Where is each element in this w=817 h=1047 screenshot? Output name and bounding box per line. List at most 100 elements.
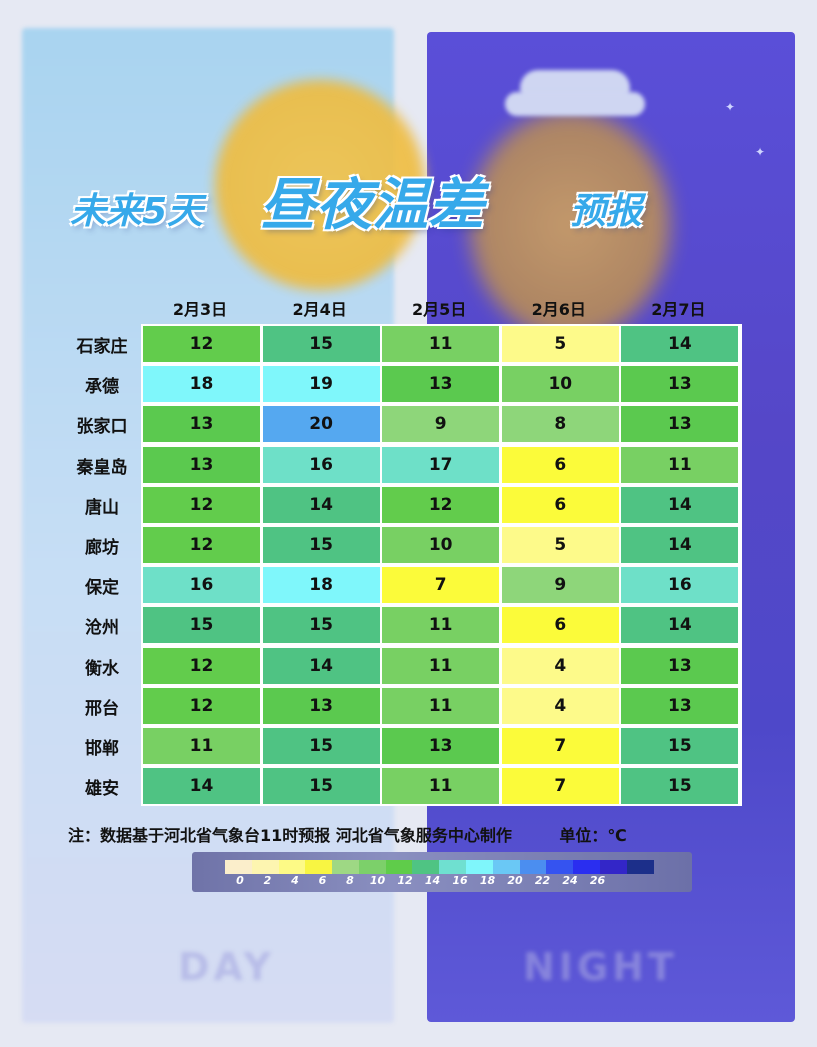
legend-label: 22 — [534, 874, 551, 887]
heatmap-cell: 11 — [382, 607, 500, 644]
row-header: 雄安 — [85, 779, 119, 800]
legend-label: 0 — [236, 874, 244, 887]
row-header: 保定 — [85, 578, 119, 599]
legend-label: 8 — [346, 874, 354, 887]
heatmap-cell: 14 — [262, 486, 380, 523]
row-header: 邢台 — [85, 698, 119, 719]
legend-swatch — [251, 860, 279, 874]
legend-label: 6 — [318, 874, 327, 887]
heatmap-cell: 15 — [262, 527, 380, 563]
legend-label: 2 — [263, 874, 272, 887]
heatmap-cell: 13 — [382, 366, 500, 403]
legend-swatch — [466, 860, 493, 874]
heatmap-cell: 14 — [143, 768, 260, 805]
heatmap-cell: 11 — [382, 687, 500, 724]
heatmap-cell: 17 — [382, 446, 500, 483]
heatmap-cell: 11 — [382, 326, 500, 362]
heatmap-cell: 12 — [382, 486, 500, 523]
heatmap-cell: 18 — [143, 366, 260, 403]
star-icon: ✦ — [725, 100, 736, 114]
heatmap-cell: 11 — [621, 446, 739, 483]
heatmap-cell: 12 — [143, 687, 260, 724]
legend-swatch — [492, 860, 520, 874]
heatmap-cell: 10 — [501, 366, 619, 403]
heatmap-cell: 19 — [262, 366, 380, 403]
row-header: 唐山 — [85, 497, 119, 518]
heatmap-cell: 4 — [501, 687, 619, 724]
heatmap-cell: 13 — [621, 687, 739, 724]
color-legend: 0 2 4 6 8 10 12 14 16 18 20 22 24 26 — [192, 852, 692, 892]
heatmap-cell: 6 — [501, 607, 619, 644]
heatmap-cell: 18 — [262, 567, 380, 604]
heatmap-grid: 12 15 11 5 14 18 19 13 10 13 13 20 9 8 13 13 16 17 6 11 12 14… — [141, 324, 742, 806]
heatmap-cell: 15 — [621, 768, 739, 805]
legend-swatch — [439, 860, 467, 874]
legend-swatch — [358, 860, 386, 874]
legend-swatch — [332, 860, 359, 874]
heatmap-cell: 15 — [621, 728, 739, 764]
heatmap-cell: 8 — [501, 406, 619, 443]
legend-label: 26 — [589, 874, 606, 887]
heatmap-cell: 16 — [621, 567, 739, 604]
column-header: 2月4日 — [292, 300, 347, 319]
legend-swatch — [519, 860, 547, 874]
title-part-2: 昼夜温差 — [260, 173, 484, 238]
heatmap-cell: 14 — [621, 607, 739, 644]
cloud-illustration — [505, 92, 645, 116]
legend-label: 12 — [397, 874, 413, 887]
heatmap-cell: 20 — [262, 406, 380, 443]
row-header: 邯郸 — [85, 739, 119, 759]
heatmap-cell: 13 — [262, 687, 380, 724]
legend-swatch — [573, 860, 600, 874]
heatmap-cell: 12 — [143, 527, 260, 563]
legend-swatch — [225, 860, 252, 874]
heatmap-cell: 15 — [262, 607, 380, 644]
heatmap-cell: 5 — [501, 527, 619, 563]
heatmap-cell: 9 — [382, 406, 500, 443]
heatmap-cell: 14 — [262, 647, 380, 684]
unit-label: 单位：℃ — [559, 826, 627, 845]
column-header: 2月5日 — [412, 300, 467, 319]
legend-label: 16 — [452, 874, 468, 887]
heatmap-cell: 10 — [382, 527, 500, 563]
heatmap-cell: 13 — [621, 366, 739, 403]
star-icon: ✦ — [755, 145, 766, 159]
sun-illustration — [215, 80, 425, 290]
day-watermark: DAY — [178, 945, 275, 989]
heatmap-cell: 11 — [382, 647, 500, 684]
heatmap-cell: 7 — [382, 567, 500, 604]
legend-label: 18 — [479, 874, 496, 887]
heatmap-cell: 13 — [382, 728, 500, 764]
heatmap-cell: 12 — [143, 647, 260, 684]
row-header: 承德 — [85, 377, 119, 398]
heatmap-cell: 16 — [143, 567, 260, 604]
heatmap-cell: 14 — [621, 486, 739, 523]
heatmap-cell: 11 — [382, 768, 500, 805]
heatmap-cell: 16 — [262, 446, 380, 483]
column-header: 2月7日 — [651, 300, 706, 319]
legend-label: 24 — [562, 874, 578, 887]
column-header: 2月6日 — [531, 300, 586, 319]
row-header: 衡水 — [85, 658, 119, 679]
legend-label: 10 — [369, 874, 386, 887]
heatmap-cell: 15 — [262, 768, 380, 805]
heatmap-cell: 14 — [621, 326, 739, 362]
heatmap-cell: 6 — [501, 486, 619, 523]
heatmap-cell: 5 — [501, 326, 619, 362]
title-part-1: 未来5天 — [70, 191, 204, 232]
heatmap-cell: 15 — [262, 326, 380, 362]
legend-swatch — [278, 860, 306, 874]
heatmap-cell: 13 — [143, 446, 260, 483]
row-header: 秦皇岛 — [76, 457, 128, 478]
row-header: 廊坊 — [85, 538, 119, 558]
legend-swatch — [385, 860, 413, 874]
heatmap-cell: 13 — [621, 647, 739, 684]
heatmap-cell: 7 — [501, 768, 619, 805]
heatmap-cell: 15 — [262, 728, 380, 764]
row-header: 张家口 — [76, 417, 128, 438]
legend-label: 20 — [507, 874, 523, 887]
legend-label: 4 — [291, 874, 299, 887]
heatmap-cell: 12 — [143, 326, 260, 362]
heatmap-cell: 11 — [143, 728, 260, 764]
heatmap-cell: 12 — [143, 486, 260, 523]
